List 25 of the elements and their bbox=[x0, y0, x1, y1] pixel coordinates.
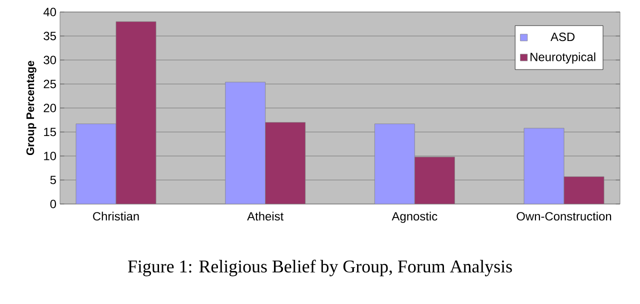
bar bbox=[116, 21, 156, 204]
x-tick-label: Atheist bbox=[247, 212, 284, 221]
bar bbox=[564, 176, 604, 204]
legend-label: ASD bbox=[550, 32, 575, 42]
bar bbox=[374, 124, 415, 204]
y-tick-label: 40 bbox=[43, 8, 56, 16]
bar bbox=[524, 128, 564, 204]
y-tick-label: 35 bbox=[44, 32, 56, 40]
y-tick-label: 10 bbox=[44, 152, 56, 160]
y-axis-title: Group Percentage bbox=[26, 60, 36, 156]
legend-label: Neurotypical bbox=[530, 52, 596, 64]
y-tick-label: 30 bbox=[44, 56, 56, 64]
y-tick-label: 5 bbox=[50, 176, 56, 184]
x-tick-label: Own-Construction bbox=[516, 212, 612, 221]
x-tick-label: Agnostic bbox=[392, 212, 438, 223]
y-tick-label: 20 bbox=[44, 104, 56, 112]
x-tick-label: Christian bbox=[93, 212, 139, 221]
bar bbox=[265, 122, 306, 204]
y-tick-label: 0 bbox=[50, 200, 56, 208]
y-tick-label: 15 bbox=[44, 128, 56, 136]
bar bbox=[225, 82, 266, 204]
y-tick-label: 25 bbox=[44, 80, 56, 88]
bar bbox=[76, 124, 116, 204]
bar bbox=[414, 156, 455, 204]
text: Figure 1: Religious Belief by Group, Forum Analysis bbox=[128, 260, 512, 276]
